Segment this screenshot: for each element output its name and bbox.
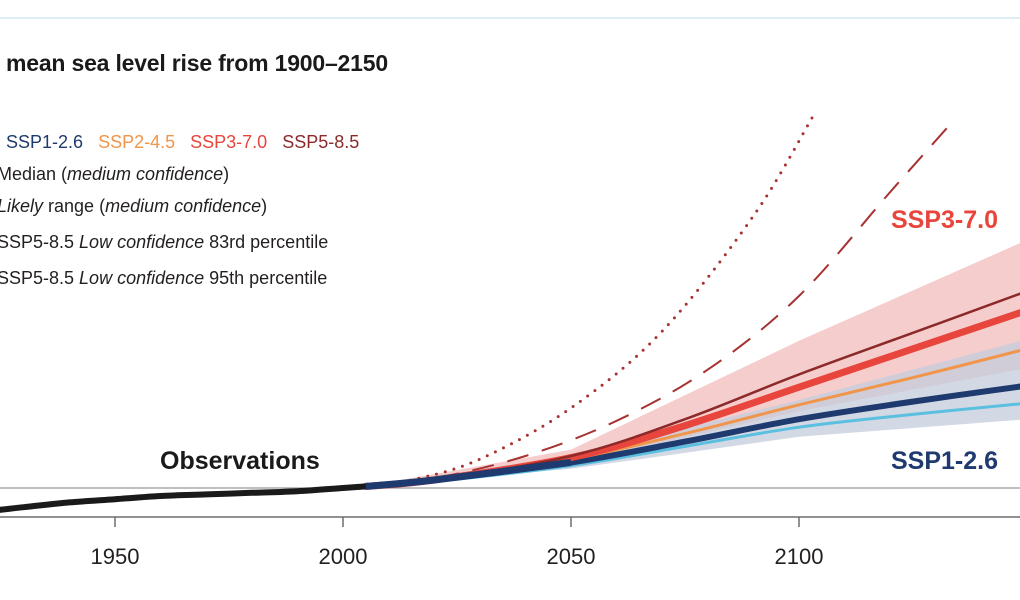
ssp126-label: SSP1-2.6 bbox=[891, 447, 998, 475]
legend-ssp126: SSP1-2.6 bbox=[6, 132, 84, 152]
legend-p95-confidence: Low confidence bbox=[79, 268, 205, 288]
legend-83rd-percentile: SSP5-8.5 Low confidence 83rd percentile bbox=[0, 232, 328, 253]
legend-p83-confidence: Low confidence bbox=[79, 232, 205, 252]
legend-ssp585: SSP5-8.5 bbox=[282, 132, 360, 152]
legend-p83-text: 83rd percentile bbox=[204, 232, 329, 252]
x-tick-label-2050: 2050 bbox=[547, 544, 596, 569]
x-tick-label-2000: 2000 bbox=[319, 544, 368, 569]
legend-median-text: Median ( bbox=[0, 164, 68, 184]
x-tick-label-2100: 2100 bbox=[775, 544, 824, 569]
legend-scenarios: SSP1-2.6 SSP2-4.5 SSP3-7.0 SSP5-8.5 bbox=[6, 132, 369, 153]
observations-line bbox=[0, 483, 367, 513]
legend-p83-scenario: SSP5-8.5 bbox=[0, 232, 80, 252]
ssp370-label: SSP3-7.0 bbox=[891, 206, 998, 234]
x-tick-label-1950: 1950 bbox=[91, 544, 140, 569]
legend-median-confidence: medium confidence bbox=[67, 164, 224, 184]
legend-likely-text: range ( bbox=[43, 196, 106, 216]
legend-p95-scenario: SSP5-8.5 bbox=[0, 268, 80, 288]
legend-95th-percentile: SSP5-8.5 Low confidence 95th percentile bbox=[0, 268, 327, 289]
median-line-ssp126-overlay bbox=[365, 458, 572, 490]
legend-likely-range: Likely range (medium confidence) bbox=[0, 196, 267, 217]
legend-median: Median (medium confidence) bbox=[0, 164, 229, 185]
legend-likely-close: ) bbox=[261, 196, 268, 216]
legend-likely-word: Likely bbox=[0, 196, 44, 216]
likely-range-ssp126 bbox=[365, 341, 1020, 487]
likely-range-ssp370 bbox=[365, 243, 1020, 487]
top-divider bbox=[0, 17, 1020, 19]
legend-ssp370: SSP3-7.0 bbox=[190, 132, 268, 152]
legend-ssp245: SSP2-4.5 bbox=[98, 132, 176, 152]
legend-p95-text: 95th percentile bbox=[204, 268, 328, 288]
chart-title: mean sea level rise from 1900–2150 bbox=[6, 50, 388, 76]
legend-median-close: ) bbox=[223, 164, 230, 184]
observations-label: Observations bbox=[160, 447, 320, 475]
legend-likely-confidence: medium confidence bbox=[105, 196, 262, 216]
